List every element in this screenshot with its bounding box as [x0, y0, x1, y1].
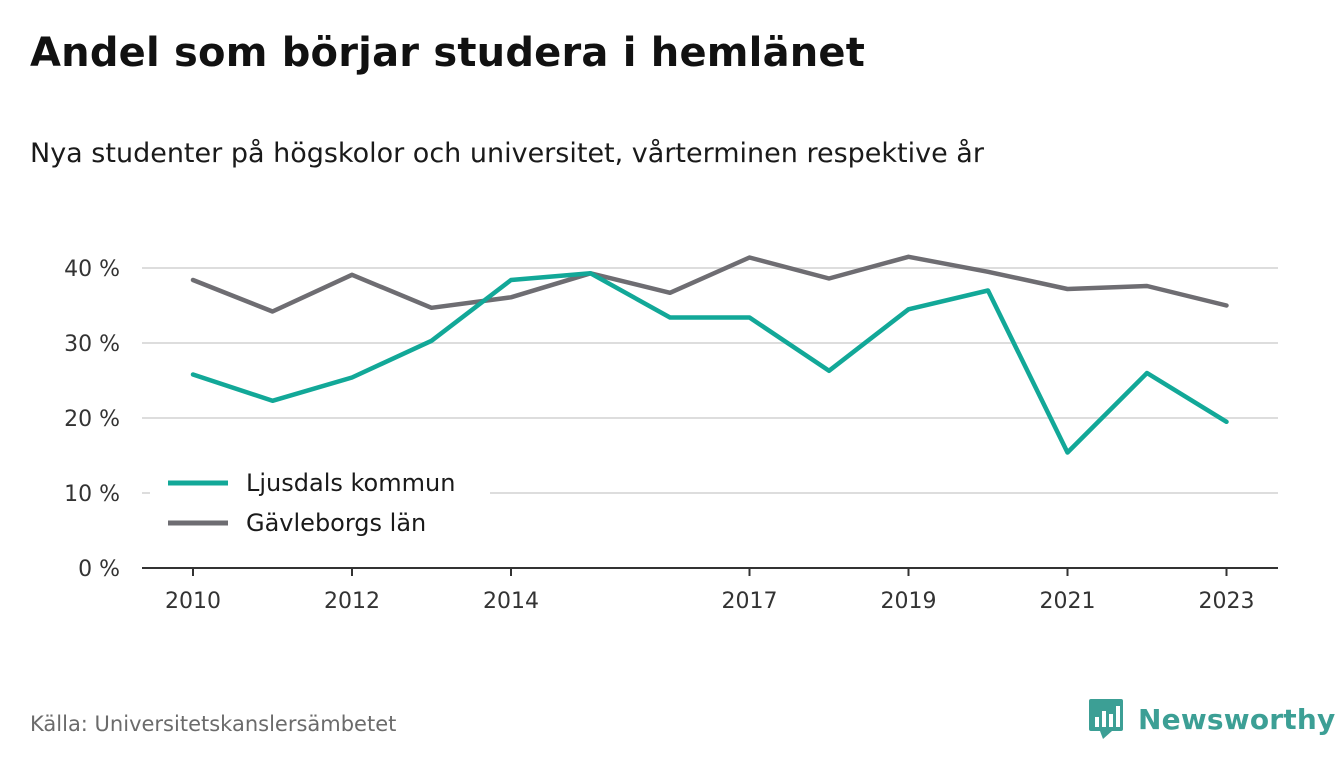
legend: Ljusdals kommun Gävleborgs län [150, 462, 490, 544]
x-tick-label: 2021 [1040, 589, 1096, 614]
legend-label: Gävleborgs län [246, 509, 426, 537]
brand-logo[interactable]: Newsworthy [1088, 698, 1335, 740]
y-tick-label: 0 % [78, 557, 120, 582]
y-tick-label: 10 % [64, 482, 120, 507]
y-tick-label: 20 % [64, 407, 120, 432]
brand-name: Newsworthy [1138, 702, 1336, 736]
y-tick-label: 40 % [64, 257, 120, 282]
x-tick-label: 2010 [165, 589, 221, 614]
y-axis-tick-labels: 0 % 10 % 20 % 30 % 40 % [64, 257, 120, 582]
chart-title: Andel som börjar studera i hemlänet [30, 30, 866, 76]
series-line-gavleborgs-lan [190, 254, 1229, 314]
gridlines [142, 267, 1278, 494]
y-tick-label: 30 % [64, 332, 120, 357]
x-axis: 2010 2012 2014 2017 2019 2021 2023 [142, 567, 1278, 614]
x-tick-label: 2023 [1199, 589, 1255, 614]
x-tick-label: 2017 [722, 589, 778, 614]
legend-label: Ljusdals kommun [246, 469, 455, 497]
x-tick-label: 2019 [881, 589, 937, 614]
source-note: Källa: Universitetskanslersämbetet [30, 712, 397, 736]
series-line-ljusdals-kommun [190, 271, 1229, 455]
chart-subtitle: Nya studenter på högskolor och universit… [30, 138, 984, 169]
bar-chart-speech-bubble-icon [1089, 699, 1123, 739]
x-tick-label: 2014 [483, 589, 539, 614]
series-lines [190, 254, 1229, 455]
x-tick-label: 2012 [324, 589, 380, 614]
legend-background [150, 462, 490, 544]
